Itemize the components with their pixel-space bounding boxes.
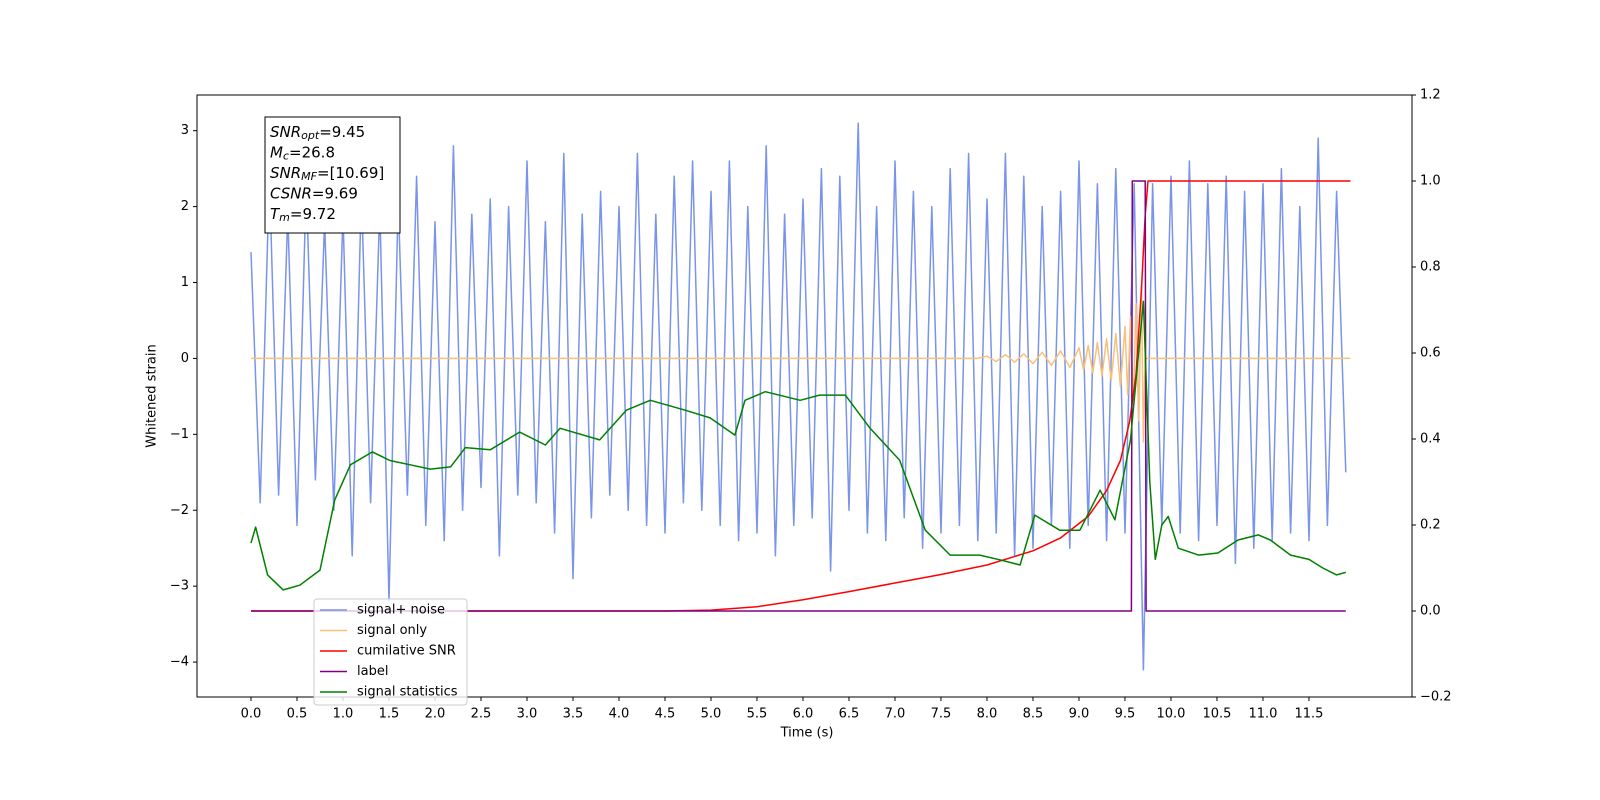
x-tick-label: 7.5 xyxy=(931,707,952,722)
y-tick-label: −3 xyxy=(170,579,189,594)
overlay: 0.0 0.5 1.0 1.5 2.0 2.5 3.0 3.5 4.0 4.5 5.0 5.5 6.0 6… xyxy=(170,88,1452,722)
legend-label: signal+ noise xyxy=(357,603,445,618)
y-tick-label: 0 xyxy=(181,351,189,366)
x-tick-label: 3.0 xyxy=(517,707,538,722)
y-tick-label: 1 xyxy=(181,275,189,290)
x-tick-label: 3.5 xyxy=(563,707,584,722)
x-tick-label: 4.5 xyxy=(655,707,676,722)
x-tick-label: 11.0 xyxy=(1248,707,1277,722)
annotation-part: SNR xyxy=(270,164,301,182)
y2-tick-label: −0.2 xyxy=(1420,690,1452,705)
annotation: CSNR=9.69 xyxy=(270,184,358,202)
annotation-part: M xyxy=(270,143,283,161)
x-tick-label: 4.0 xyxy=(609,707,630,722)
x-tick-label: 2.0 xyxy=(425,707,446,722)
annotation: Tm=9.72 xyxy=(270,205,336,225)
x-tick-label: 6.0 xyxy=(793,707,814,722)
legend: signal+ noise signal only cumilative SNR la… xyxy=(313,598,468,706)
annotation-part: =[10.69] xyxy=(317,164,384,182)
x-tick-label: 10.0 xyxy=(1156,707,1185,722)
y2-tick-label: 1.2 xyxy=(1420,88,1441,103)
annotation-part: =9.72 xyxy=(290,205,336,223)
annotation-part: T xyxy=(270,205,281,223)
legend-label: label xyxy=(357,664,388,679)
annotation-box xyxy=(264,116,401,234)
annotation-part: =9.45 xyxy=(319,123,365,141)
annotation-part: m xyxy=(279,211,290,224)
annotation-part: c xyxy=(283,150,289,163)
series-line xyxy=(251,180,1351,612)
x-tick-label: 11.5 xyxy=(1294,707,1323,722)
x-axis-label: Time (s) xyxy=(780,726,834,741)
x-tick-label: 0.5 xyxy=(287,707,308,722)
y-tick-label: 3 xyxy=(181,123,189,138)
axes-frame xyxy=(196,94,1413,698)
x-tick-label: 2.5 xyxy=(471,707,492,722)
x-tick-label: 1.5 xyxy=(379,707,400,722)
legend-label: cumilative SNR xyxy=(357,644,456,659)
y2-tick-label: 1.0 xyxy=(1420,174,1441,189)
series-line xyxy=(251,180,1346,612)
x-tick-label: 7.0 xyxy=(885,707,906,722)
x-tick-label: 1.0 xyxy=(333,707,354,722)
x-tick-label: 8.0 xyxy=(977,707,998,722)
annotation-part: =9.69 xyxy=(312,184,358,202)
series-line xyxy=(250,300,1347,591)
y2-tick-label: 0.0 xyxy=(1420,604,1441,619)
x-tick-label: 10.5 xyxy=(1202,707,1231,722)
x-tick-label: 5.0 xyxy=(701,707,722,722)
annotation-part: CSNR xyxy=(270,184,312,202)
series-line xyxy=(251,285,1351,443)
x-tick-label: 9.5 xyxy=(1115,707,1136,722)
x-tick-label: 6.5 xyxy=(839,707,860,722)
y-tick-label: −2 xyxy=(170,503,189,518)
y2-tick-label: 0.6 xyxy=(1420,346,1441,361)
annotation-part: opt xyxy=(301,129,320,142)
x-tick-label: 9.0 xyxy=(1069,707,1090,722)
y2-tick-label: 0.2 xyxy=(1420,518,1441,533)
x-tick-label: 5.5 xyxy=(747,707,768,722)
y2-tick-label: 0.8 xyxy=(1420,260,1441,275)
annotation: SNRMF=[10.69] xyxy=(270,164,384,184)
legend-box xyxy=(313,598,468,706)
annotation: Mc=26.8 xyxy=(270,143,335,163)
plot-area xyxy=(250,122,1351,671)
annotation: SNRopt=9.45 xyxy=(270,123,365,143)
series-line xyxy=(250,122,1347,671)
y2-tick-label: 0.4 xyxy=(1420,432,1441,447)
y-tick-label: −4 xyxy=(170,655,189,670)
annotation-part: =26.8 xyxy=(289,143,335,161)
annotation-part: MF xyxy=(301,170,317,183)
x-tick-label: 8.5 xyxy=(1023,707,1044,722)
legend-label: signal statistics xyxy=(357,685,458,700)
x-tick-label: 0.0 xyxy=(241,707,262,722)
y-axis-label: Whitened strain xyxy=(145,344,160,447)
annotation-part: SNR xyxy=(270,123,301,141)
y-tick-label: −1 xyxy=(170,427,189,442)
legend-label: signal only xyxy=(357,623,427,638)
y-tick-label: 2 xyxy=(181,199,189,214)
